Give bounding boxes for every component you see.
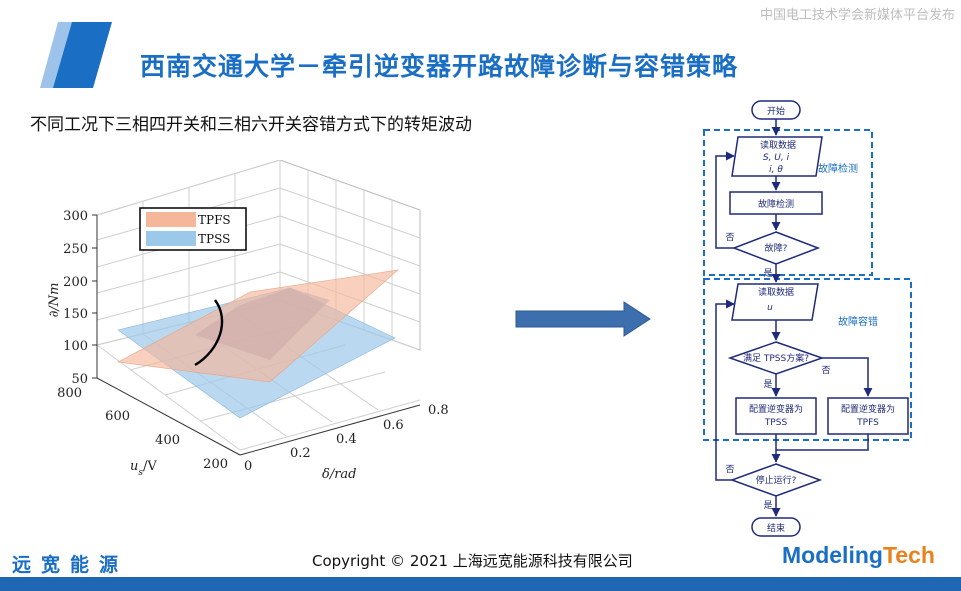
fault-q-label: 故障? <box>765 242 788 254</box>
page-title: 西南交通大学－牵引逆变器开路故障诊断与容错策略 <box>140 52 739 81</box>
config-tpfs-label: 配置逆变器为 <box>841 403 895 415</box>
title-logo <box>40 22 112 88</box>
z-axis-ticks <box>92 214 97 379</box>
stop-q-label: 停止运行? <box>756 474 797 486</box>
z-tick: 200 <box>63 275 88 290</box>
fault-tolerant-region <box>703 278 912 441</box>
config-tpss-label: 配置逆变器为 <box>749 403 803 415</box>
boundary-curve <box>194 299 224 367</box>
fault-detect-region <box>703 129 873 276</box>
plot-axes <box>96 215 421 456</box>
legend-swatch-tpss <box>146 231 196 246</box>
footer-org-logo: 远宽能源 <box>12 554 129 576</box>
read-data-vars: S, U, i <box>763 153 790 163</box>
legend-swatch-tpfs <box>146 212 196 227</box>
legend-label-tpss: TPSS <box>198 232 230 246</box>
footer-bar <box>0 577 961 591</box>
fault-detect-label: 故障检测 <box>758 198 794 210</box>
fault-flowchart: 故障检测 故障容错 开始 读取数据 S, <box>703 100 912 537</box>
detect-region-label: 故障检测 <box>818 162 858 175</box>
delta-axis-label: δ/rad <box>322 467 357 482</box>
yes-label-1: 是 <box>763 268 772 279</box>
tpss-q-label: 满足 TPSS方案? <box>743 352 809 364</box>
delta-tick: 0.8 <box>428 403 449 418</box>
read-data-vars-2: i, θ <box>769 165 783 175</box>
delta-tick: 0.2 <box>290 446 311 461</box>
end-node <box>751 517 801 537</box>
config-tpss-name: TPSS <box>764 418 788 428</box>
overlap-region <box>195 288 330 360</box>
start-label: 开始 <box>767 105 785 117</box>
us-tick-labels: 800 600 400 200 <box>57 386 228 472</box>
end-label: 结束 <box>767 522 785 534</box>
tolerant-region-label: 故障容错 <box>838 315 878 328</box>
watermark-text: 中国电工技术学会新媒体平台发布 <box>759 8 955 23</box>
no-label-3: 否 <box>725 464 734 475</box>
read-data-vars-3: u <box>767 303 773 313</box>
footer-copyright: Copyright © 2021 上海远宽能源科技有限公司 <box>312 552 633 570</box>
torque-ripple-3d-plot: 300 250 200 150 100 50 ∂/Nm 800 600 400 … <box>47 160 449 482</box>
plot-legend: TPFS TPSS <box>139 207 247 251</box>
delta-tick: 0 <box>244 459 252 474</box>
delta-tick: 0.6 <box>383 418 404 433</box>
right-arrow-icon <box>515 301 651 337</box>
z-tick-labels: 300 250 200 150 100 50 <box>63 209 88 387</box>
config-tpfs-node <box>827 397 909 435</box>
z-axis-label: ∂/Nm <box>47 283 62 318</box>
delta-tick-labels: 0 0.2 0.4 0.6 0.8 <box>244 403 449 474</box>
z-tick: 150 <box>63 307 88 322</box>
no-label-1: 否 <box>725 232 734 243</box>
yes-label-3: 是 <box>763 500 772 511</box>
us-tick: 400 <box>155 433 180 448</box>
delta-tick: 0.4 <box>336 432 357 447</box>
us-tick: 800 <box>57 386 82 401</box>
us-tick: 600 <box>105 409 130 424</box>
z-tick: 50 <box>71 372 88 387</box>
z-tick: 100 <box>63 339 88 354</box>
read-data-label-2: 读取数据 <box>758 286 794 298</box>
config-tpfs-name: TPFS <box>856 418 879 428</box>
logo-stripe-dark <box>53 22 112 88</box>
us-tick: 200 <box>203 457 228 472</box>
read-data-node <box>731 136 823 177</box>
brand-logo: ModelingTech <box>782 542 935 568</box>
z-tick: 300 <box>63 209 88 224</box>
z-tick: 250 <box>63 242 88 257</box>
read-data-label: 读取数据 <box>760 139 796 151</box>
no-label-2: 否 <box>821 365 830 376</box>
tpfs-surface <box>117 269 399 383</box>
us-axis-label: us/V <box>130 459 157 478</box>
plot-subtitle: 不同工况下三相四开关和三相六开关容错方式下的转矩波动 <box>30 115 472 135</box>
config-tpss-node <box>735 397 817 435</box>
legend-label-tpfs: TPFS <box>198 213 231 227</box>
yes-label-2: 是 <box>763 379 772 390</box>
